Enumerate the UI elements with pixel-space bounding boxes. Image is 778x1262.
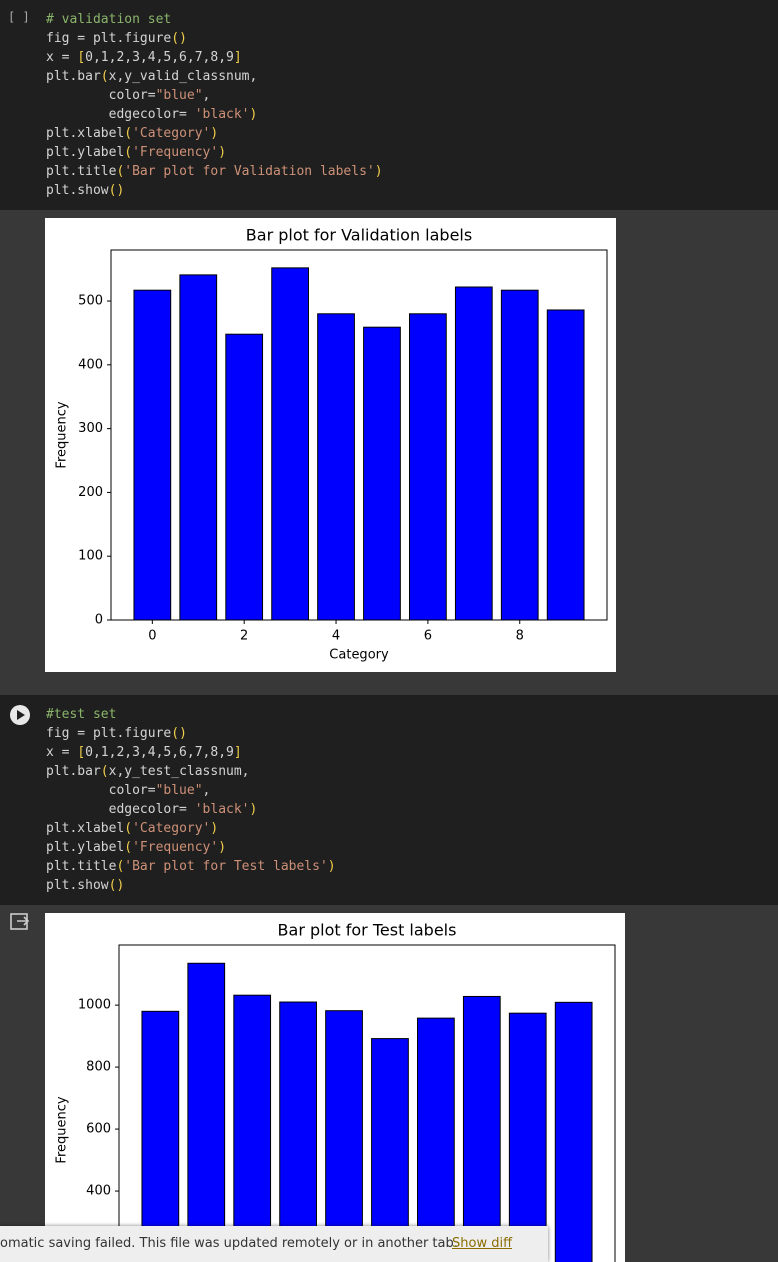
bar xyxy=(141,1010,180,1262)
bar xyxy=(554,1001,593,1262)
code-line: fig = plt.figure() xyxy=(46,726,187,741)
y-tick-label: 100 xyxy=(78,549,103,564)
code-line: plt.xlabel('Category') xyxy=(46,126,219,141)
code-line: plt.xlabel('Category') xyxy=(46,821,219,836)
x-tick-label: 0 xyxy=(148,629,156,644)
code-line: x = [0,1,2,3,4,5,6,7,8,9] xyxy=(46,745,242,760)
show-diff-link[interactable]: Show diff xyxy=(452,1236,513,1251)
chart-title: Bar plot for Validation labels xyxy=(246,226,472,245)
bar xyxy=(233,994,272,1262)
output-icon[interactable] xyxy=(9,911,31,933)
code-line: plt.ylabel('Frequency') xyxy=(46,840,227,855)
bar xyxy=(454,286,493,621)
code-line: color="blue", xyxy=(46,783,211,798)
code-line: plt.title('Bar plot for Test labels') xyxy=(46,859,336,874)
axes-frame xyxy=(118,944,616,1262)
bar xyxy=(133,289,172,621)
cell-prompt[interactable]: [ ] xyxy=(8,10,30,24)
y-tick-label: 500 xyxy=(78,294,103,309)
bar xyxy=(462,995,501,1262)
code-cell[interactable]: #test set fig = plt.figure() x = [0,1,2,3,… xyxy=(0,695,778,905)
chart-title: Bar plot for Test labels xyxy=(278,921,457,940)
bar xyxy=(508,1012,547,1262)
bar xyxy=(325,1010,363,1262)
code-cell[interactable]: [ ] # validation set fig = plt.figure() x … xyxy=(0,0,778,210)
bar xyxy=(417,1017,455,1262)
bar xyxy=(363,326,401,621)
bar xyxy=(371,1038,409,1262)
x-tick-label: 6 xyxy=(424,629,432,644)
run-button[interactable] xyxy=(9,704,31,726)
toast: omatic saving failed. This file was upda… xyxy=(0,1226,548,1262)
axes-frame xyxy=(110,249,608,621)
y-axis-label: Frequency xyxy=(55,401,70,468)
code-line: plt.show() xyxy=(46,878,125,893)
y-tick-label: 800 xyxy=(86,1060,111,1075)
x-tick-label: 4 xyxy=(332,629,340,644)
bar xyxy=(500,289,539,621)
code-line: plt.show() xyxy=(46,183,125,198)
y-tick-label: 1000 xyxy=(78,998,111,1013)
code-line: plt.bar(x,y_valid_classnum, xyxy=(46,69,258,84)
bar xyxy=(409,313,447,621)
code-line: edgecolor= 'black') xyxy=(46,107,258,122)
bar xyxy=(317,313,355,621)
bar xyxy=(271,267,309,621)
y-tick-label: 400 xyxy=(86,1184,111,1199)
bar xyxy=(179,274,218,621)
bar xyxy=(225,333,264,621)
bar xyxy=(279,1001,317,1262)
code-line: # validation set xyxy=(46,12,172,27)
code-line: x = [0,1,2,3,4,5,6,7,8,9] xyxy=(46,50,242,65)
y-tick-label: 400 xyxy=(78,357,103,372)
y-tick-label: 300 xyxy=(78,421,103,436)
y-tick-label: 200 xyxy=(78,485,103,500)
y-tick-label: 0 xyxy=(95,613,103,628)
bar xyxy=(546,309,585,621)
x-axis-label: Category xyxy=(329,648,389,663)
code-line: fig = plt.figure() xyxy=(46,31,187,46)
y-tick-label: 600 xyxy=(86,1122,111,1137)
x-tick-label: 8 xyxy=(516,629,524,644)
y-axis-label: Frequency xyxy=(55,1096,70,1163)
bar xyxy=(187,962,226,1262)
x-tick-label: 2 xyxy=(240,629,248,644)
code-line: plt.title('Bar plot for Validation label… xyxy=(46,164,383,179)
code-line: edgecolor= 'black') xyxy=(46,802,258,817)
code-line: plt.ylabel('Frequency') xyxy=(46,145,227,160)
code-line: plt.bar(x,y_test_classnum, xyxy=(46,764,250,779)
code-line: #test set xyxy=(46,707,117,722)
toast-message: omatic saving failed. This file was upda… xyxy=(0,1236,458,1251)
code-line: color="blue", xyxy=(46,88,211,103)
